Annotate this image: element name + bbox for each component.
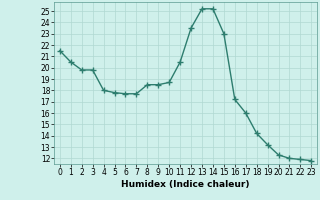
X-axis label: Humidex (Indice chaleur): Humidex (Indice chaleur)	[121, 180, 250, 189]
